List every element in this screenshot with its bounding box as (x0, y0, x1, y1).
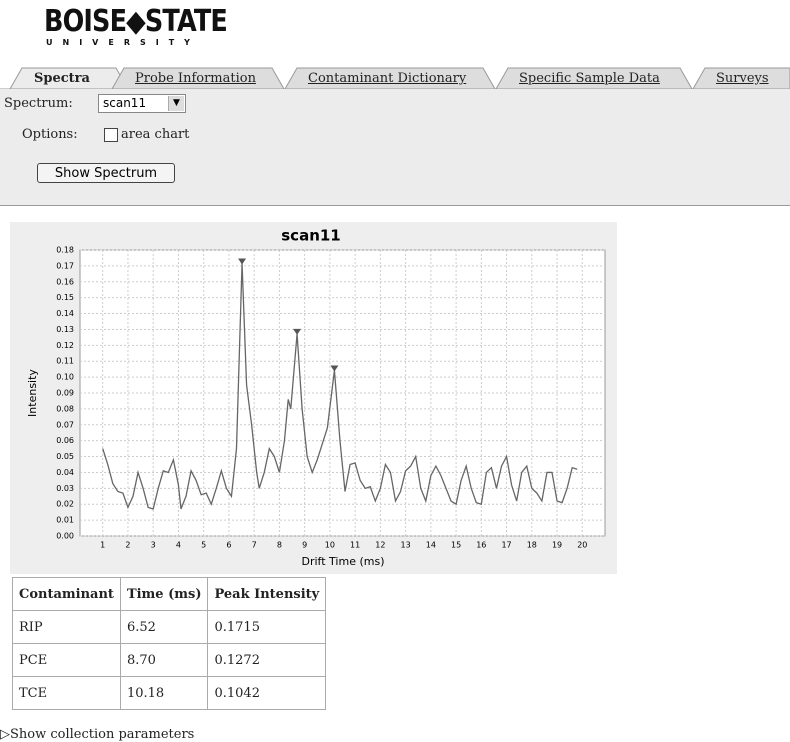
checkbox[interactable] (104, 128, 118, 142)
x-axis-label: Drift Time (ms) (302, 555, 385, 568)
column-header: Time (ms) (119, 577, 209, 611)
y-tick-label: 0.05 (56, 452, 74, 461)
cell: 10.18 (119, 676, 209, 710)
spectrum-line (102, 263, 578, 510)
y-tick-label: 0.17 (56, 261, 74, 270)
y-tick-label: 0.12 (56, 341, 74, 350)
logo-sub: UNIVERSITY (46, 38, 200, 47)
x-tick-label: 5 (201, 541, 206, 550)
y-tick-label: 0.03 (56, 484, 74, 493)
cell: 0.1715 (207, 610, 327, 644)
x-tick-label: 2 (125, 541, 130, 550)
chart-title: scan11 (281, 227, 341, 245)
x-tick-label: 7 (252, 541, 257, 550)
y-tick-label: 0.16 (56, 277, 74, 286)
select-value: scan11 (103, 96, 147, 110)
x-tick-label: 17 (501, 541, 511, 550)
tab[interactable]: Spectra (34, 71, 90, 86)
y-tick-label: 0.10 (56, 373, 74, 382)
x-tick-label: 19 (552, 541, 562, 550)
column-header: Contaminant (12, 577, 121, 611)
y-tick-label: 0.00 (56, 532, 74, 541)
spectrum-select[interactable]: scan11 ▼ (98, 94, 186, 113)
cell: RIP (12, 610, 121, 644)
cell: 0.1042 (207, 676, 327, 710)
x-tick-label: 14 (426, 541, 436, 550)
y-tick-label: 0.11 (56, 357, 74, 366)
x-tick-label: 3 (151, 541, 156, 550)
tab[interactable]: Contaminant Dictionary (308, 71, 467, 86)
x-tick-label: 13 (401, 541, 411, 550)
y-tick-label: 0.04 (56, 468, 74, 477)
y-tick-label: 0.09 (56, 389, 74, 398)
show-spectrum-button[interactable]: Show Spectrum (37, 163, 175, 183)
x-tick-label: 8 (277, 541, 282, 550)
select-arrow: ▼ (168, 96, 184, 111)
x-tick-label: 1 (100, 541, 105, 550)
y-tick-label: 0.01 (56, 516, 74, 525)
x-tick-label: 10 (325, 541, 335, 550)
tab[interactable]: Probe Information (135, 71, 256, 86)
spectrum-label: Spectrum: (4, 96, 73, 111)
chart: scan11 Drift Time (ms) Intensity 0.00 0.0… (10, 222, 617, 574)
cell: TCE (12, 676, 121, 710)
x-tick-label: 12 (375, 541, 385, 550)
checkbox-label: area chart (121, 127, 190, 142)
peak-marker (293, 328, 302, 335)
tab[interactable]: Surveys (716, 71, 769, 86)
y-tick-label: 0.14 (56, 309, 74, 318)
y-axis-label: Intensity (26, 369, 39, 417)
x-tick-label: 9 (302, 541, 307, 550)
y-tick-label: 0.13 (56, 325, 74, 334)
cell: 6.52 (119, 610, 209, 644)
x-tick-label: 11 (350, 541, 360, 550)
logo: BOISE◆STATE (44, 4, 228, 39)
plot-area (79, 249, 606, 537)
x-tick-label: 4 (176, 541, 181, 550)
cell: PCE (12, 643, 121, 677)
y-tick-label: 0.08 (56, 404, 74, 413)
tab[interactable]: Specific Sample Data (519, 71, 660, 86)
peak-marker (238, 258, 247, 265)
y-tick-label: 0.06 (56, 436, 74, 445)
options-label: Options: (22, 127, 78, 142)
y-tick-label: 0.07 (56, 420, 74, 429)
x-tick-label: 16 (476, 541, 486, 550)
collection-parameters-link[interactable]: ▷Show collection parameters (0, 727, 195, 742)
x-tick-label: 18 (527, 541, 537, 550)
x-tick-label: 20 (577, 541, 587, 550)
peak-table: Contaminant Time (ms) Peak Intensity RIP 6.… (12, 577, 327, 710)
cell: 8.70 (119, 643, 209, 677)
peak-marker (330, 365, 339, 372)
y-tick-label: 0.18 (56, 246, 74, 255)
x-tick-label: 6 (226, 541, 231, 550)
y-tick-label: 0.15 (56, 293, 74, 302)
x-tick-label: 15 (451, 541, 461, 550)
cell: 0.1272 (207, 643, 327, 677)
column-header: Peak Intensity (207, 577, 327, 611)
y-tick-label: 0.02 (56, 500, 74, 509)
